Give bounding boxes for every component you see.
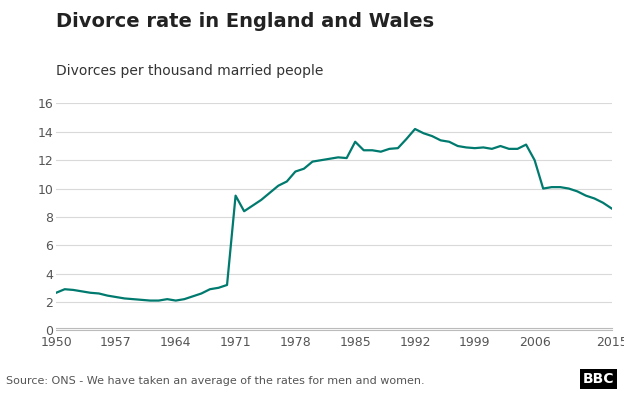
Text: Divorces per thousand married people: Divorces per thousand married people <box>56 64 323 78</box>
Text: Source: ONS - We have taken an average of the rates for men and women.: Source: ONS - We have taken an average o… <box>6 376 425 386</box>
Text: BBC: BBC <box>583 372 615 386</box>
Text: Divorce rate in England and Wales: Divorce rate in England and Wales <box>56 12 434 31</box>
